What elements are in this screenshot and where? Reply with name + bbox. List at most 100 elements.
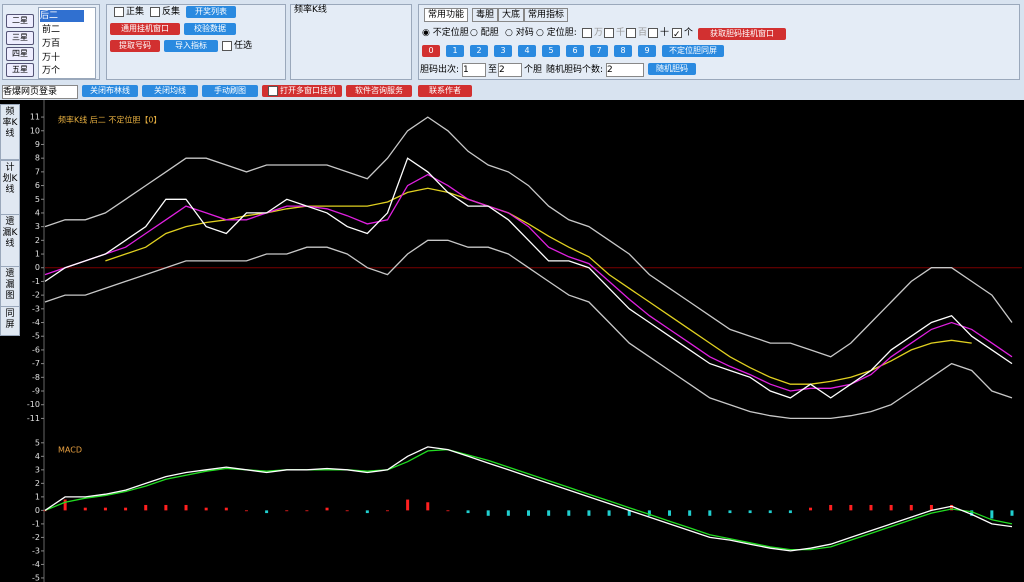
y-tick-label: -5 (32, 332, 40, 341)
histogram-bar (83, 507, 87, 511)
chart: 频率K线 后二 不定位胆【0】11109876543210-1-2-3-4-5-… (27, 100, 1022, 582)
y-tick-label: 1 (35, 492, 40, 501)
button[interactable]: 联系作者 (418, 85, 472, 97)
number-button[interactable]: 4 (518, 45, 536, 57)
histogram-bar (607, 510, 611, 516)
checkbox-label: 正集 (126, 7, 145, 17)
y-tick-label: 2 (35, 479, 40, 488)
button[interactable]: 校验数据 (184, 23, 236, 35)
histogram-bar (446, 510, 450, 512)
list-item[interactable]: 万百 (42, 39, 61, 49)
number-button[interactable]: 9 (638, 45, 656, 57)
y-tick-label: 10 (30, 126, 40, 135)
checkbox-label: 反集 (162, 7, 181, 17)
number-button[interactable]: 8 (614, 45, 632, 57)
radio[interactable]: ○ 配胆 (470, 28, 499, 38)
histogram-bar (43, 510, 47, 512)
checkbox[interactable]: 千 (604, 27, 625, 39)
histogram-bar (345, 510, 349, 512)
y-tick-label: -2 (32, 533, 40, 542)
side-tab[interactable]: 计划K线 (0, 160, 20, 216)
number-button[interactable]: 2 (470, 45, 488, 57)
histogram-bar (244, 510, 248, 512)
y-tick-label: 4 (35, 208, 40, 217)
histogram-bar (869, 504, 873, 511)
checkbox-label: 个 (684, 28, 694, 38)
tab[interactable]: 大底 (498, 8, 525, 22)
histogram-bar (285, 510, 289, 512)
list-item[interactable]: 万十 (42, 53, 61, 63)
radio[interactable]: ○ 定位胆: (536, 28, 577, 38)
button[interactable]: 打开多窗口挂机 (262, 85, 342, 97)
series-line (44, 173, 1013, 392)
star-button[interactable]: 二星 (6, 14, 34, 28)
list-item[interactable]: 万个 (42, 66, 61, 76)
histogram-bar (385, 510, 389, 512)
number-button[interactable]: 6 (566, 45, 584, 57)
histogram-bar (849, 504, 853, 511)
button[interactable]: 手动刷图 (202, 85, 258, 97)
checkbox[interactable]: 万 (582, 27, 603, 39)
star-button[interactable]: 五星 (6, 63, 34, 77)
tab[interactable]: 毒胆 (472, 8, 499, 22)
radio[interactable]: ○ 对码 (505, 28, 534, 38)
histogram-bar (426, 502, 430, 511)
select[interactable]: 2 (606, 63, 644, 77)
histogram-bar (365, 510, 369, 514)
button[interactable]: 关闭布林线 (82, 85, 138, 97)
button[interactable]: 提取号码 (110, 40, 160, 52)
checkbox-label: 十 (660, 28, 670, 38)
checkbox[interactable]: 任选 (222, 40, 252, 52)
tab[interactable]: 常用功能 (424, 8, 469, 22)
star-button[interactable]: 四星 (6, 47, 34, 61)
button[interactable]: 软件咨询服务 (346, 85, 412, 97)
y-tick-label: -2 (32, 291, 40, 300)
button[interactable]: 随机胆码 (648, 63, 696, 75)
histogram-bar (1010, 510, 1014, 516)
button[interactable]: 通用挂机窗口 (110, 23, 180, 35)
select[interactable]: 1 (462, 63, 486, 77)
chart-title: 频率K线 后二 不定位胆【0】 (58, 115, 161, 125)
number-button[interactable]: 7 (590, 45, 608, 57)
side-tab[interactable]: 遗漏K线 (0, 214, 20, 270)
histogram-bar (950, 504, 954, 511)
number-button[interactable]: 0 (422, 45, 440, 57)
list-item[interactable]: 后二 (40, 10, 84, 22)
list-item[interactable]: 前二 (42, 25, 61, 35)
radio-label: 对码 (515, 28, 534, 38)
button[interactable]: 不定位胆同屏 (662, 45, 724, 57)
side-tab[interactable]: 频率K线 (0, 104, 20, 160)
checkbox-label: 万 (594, 28, 604, 38)
button[interactable]: 获取胆码挂机窗口 (698, 28, 786, 40)
side-tab[interactable]: 同屏 (0, 306, 20, 336)
login-select[interactable]: 香爆网页登录 (2, 85, 78, 99)
select[interactable]: 2 (498, 63, 522, 77)
star-button[interactable]: 三星 (6, 31, 34, 45)
y-tick-label: -8 (32, 373, 40, 382)
histogram-bar (668, 510, 672, 516)
y-tick-label: -4 (32, 560, 40, 569)
checkbox[interactable]: ✓ 个 (672, 27, 694, 40)
checkbox[interactable]: 正集 (114, 6, 144, 18)
number-button[interactable]: 1 (446, 45, 464, 57)
radio[interactable]: ◉ 不定位胆 (422, 28, 469, 38)
histogram-bar (124, 507, 128, 511)
control-panel: 二星 三星 四星 五星 后二 前二 万百 万十 万个 正集 反集 开奖列表 通用… (0, 0, 1024, 82)
tab[interactable]: 常用指标 (524, 8, 569, 22)
histogram-bar (486, 510, 490, 516)
y-tick-label: -3 (32, 304, 40, 313)
checkbox[interactable]: 十 (648, 27, 669, 39)
number-button[interactable]: 3 (494, 45, 512, 57)
y-tick-label: 3 (35, 465, 40, 474)
number-button[interactable]: 5 (542, 45, 560, 57)
y-tick-label: 11 (30, 113, 40, 122)
button[interactable]: 关闭均线 (142, 85, 198, 97)
button[interactable]: 开奖列表 (186, 6, 236, 18)
checkbox[interactable]: 反集 (150, 6, 180, 18)
side-tab[interactable]: 遗漏图 (0, 266, 20, 308)
button[interactable]: 导入指标 (164, 40, 218, 52)
checkbox[interactable]: 百 (626, 27, 647, 39)
histogram-bar (144, 504, 148, 511)
y-tick-label: 5 (35, 438, 40, 447)
